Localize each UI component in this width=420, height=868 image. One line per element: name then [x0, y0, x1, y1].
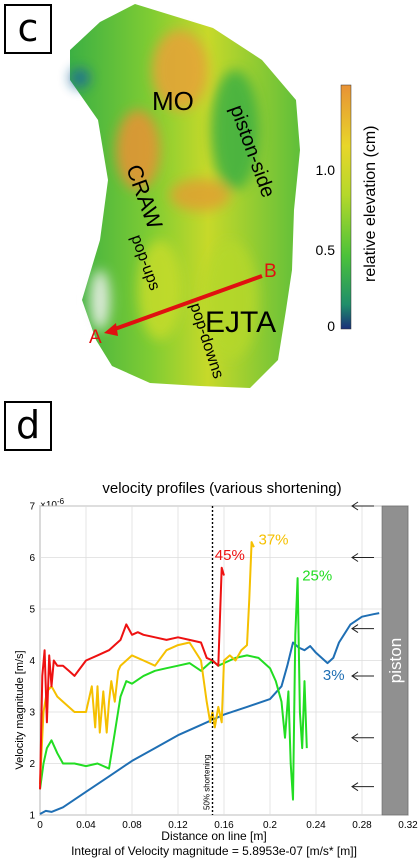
axis-ticks: 0 0.04 0.08 0.12 0.16 0.2 0.24 0.28 0.32 1 2 3 4 5 6 7: [29, 502, 418, 832]
y-tick-label: 7: [29, 502, 35, 513]
y-tick-label: 6: [29, 553, 35, 564]
x-tick-label: 0.08: [122, 820, 142, 831]
series-label: 3%: [323, 667, 345, 684]
series-line-3pct: [39, 612, 380, 815]
series-label: 37%: [259, 532, 289, 549]
x-tick-label: 0.04: [76, 820, 96, 831]
panel-c-label: c: [4, 4, 52, 54]
piston-arrow-head: [351, 501, 359, 511]
y-axis-label: Velocity magnitude [m/s]: [14, 650, 26, 769]
y-tick-label: 1: [29, 811, 35, 822]
piston-label: piston: [386, 638, 405, 683]
point-b: B: [264, 261, 277, 282]
piston-arrow-head: [351, 733, 359, 743]
piston-rect: [381, 505, 409, 816]
piston-arrow-head: [351, 553, 359, 562]
piston-arrow-head: [351, 624, 359, 633]
x-tick-label: 0.28: [352, 820, 372, 831]
y-multiplier-exp: -6: [57, 497, 65, 506]
series-label: 45%: [215, 547, 245, 564]
label-ejta: EJTA: [205, 306, 276, 339]
panel-d-label: d: [4, 401, 52, 451]
series-lines: [39, 541, 380, 815]
y-tick-label: 4: [29, 656, 35, 667]
x-tick-label: 0.24: [306, 820, 326, 831]
velocity-chart: velocity profiles (various shortening) ×…: [14, 480, 418, 858]
y-tick-label: 2: [29, 759, 35, 770]
y-multiplier: ×10-6: [40, 497, 65, 511]
chart-title: velocity profiles (various shortening): [102, 480, 341, 497]
colorbar-title: relative elevation (cm): [362, 126, 379, 283]
x-tick-label: 0: [37, 820, 43, 831]
x-axis-label: Distance on line [m]: [161, 829, 266, 843]
series-label: 25%: [302, 568, 332, 585]
y-tick-label: 5: [29, 605, 35, 616]
shortening-marker: 50% shortening: [203, 506, 214, 815]
y-tick-label: 3: [29, 708, 35, 719]
shortening-label: 50% shortening: [203, 754, 212, 810]
series-line-45pct: [39, 566, 225, 790]
series-line-25pct: [39, 577, 308, 801]
piston-arrow-head: [351, 782, 359, 792]
piston-arrows: [351, 501, 374, 792]
footer-text: Integral of Velocity magnitude = 5.8953e…: [71, 844, 357, 858]
colorbar-tick-0-5: 0.5: [316, 242, 336, 258]
piston-arrow-head: [351, 671, 359, 681]
colorbar: 1.0 0.5 0 relative elevation (cm): [316, 84, 379, 334]
piston-block: piston: [381, 505, 409, 816]
colorbar-tick-1-0: 1.0: [316, 162, 336, 178]
point-a: A: [89, 327, 102, 348]
series-line-37pct: [39, 541, 255, 785]
colorbar-tick-0: 0: [327, 318, 335, 334]
y-multiplier-base: ×10: [40, 500, 57, 511]
elevation-map: MO CRAW piston-side pop-ups EJTA pop-dow…: [70, 4, 379, 388]
x-tick-label: 0.32: [398, 820, 418, 831]
x-tick-label: 0.2: [263, 820, 277, 831]
label-mo: MO: [152, 86, 194, 116]
section-line-ab: B A: [89, 261, 277, 348]
series-labels: 45% 37% 25% 3%: [215, 532, 345, 684]
x-tick-label: 0.12: [168, 820, 188, 831]
x-tick-label: 0.16: [214, 820, 234, 831]
